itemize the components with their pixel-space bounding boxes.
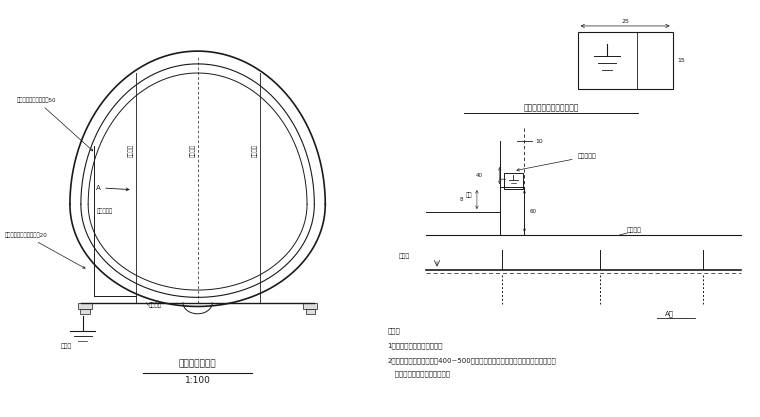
Text: 接地极: 接地极 bbox=[399, 254, 410, 259]
Text: 25: 25 bbox=[621, 19, 629, 24]
Text: 引下线与接地极标志放大图: 引下线与接地极标志放大图 bbox=[523, 103, 579, 112]
Text: 15: 15 bbox=[677, 58, 685, 63]
Text: 隧道接地极均设于线路一侧。: 隧道接地极均设于线路一侧。 bbox=[388, 371, 450, 377]
Text: 40: 40 bbox=[475, 173, 483, 178]
Text: 线路中线: 线路中线 bbox=[128, 144, 134, 157]
Bar bbox=[303, 303, 317, 309]
Text: 附注：: 附注： bbox=[388, 328, 401, 334]
Text: 接地引下线露出隧道管50: 接地引下线露出隧道管50 bbox=[17, 98, 93, 151]
Bar bbox=[306, 309, 315, 314]
Text: 60: 60 bbox=[530, 208, 537, 214]
Text: 隧道接地示意图: 隧道接地示意图 bbox=[179, 360, 217, 369]
Text: 内轨顶面: 内轨顶面 bbox=[627, 228, 642, 233]
Bar bbox=[78, 303, 92, 309]
Text: 2、接地极宜每间隔不大于400~500米设一处，双线隧道为上下行共用，单、双线: 2、接地极宜每间隔不大于400~500米设一处，双线隧道为上下行共用，单、双线 bbox=[388, 357, 556, 364]
Text: 接地极标志: 接地极标志 bbox=[517, 154, 597, 171]
Text: 1:100: 1:100 bbox=[185, 376, 211, 385]
Text: 接地极: 接地极 bbox=[61, 344, 72, 349]
Text: A剖: A剖 bbox=[665, 311, 674, 317]
Text: 接地引下线: 接地引下线 bbox=[97, 209, 112, 214]
Bar bbox=[503, 173, 523, 189]
Text: 内轨顶面: 内轨顶面 bbox=[148, 303, 161, 308]
Text: 线路中线: 线路中线 bbox=[252, 144, 258, 157]
Text: 8: 8 bbox=[460, 197, 464, 202]
Bar bbox=[80, 309, 90, 314]
Text: 1、本图尺寸均以厘米米计。: 1、本图尺寸均以厘米米计。 bbox=[388, 342, 443, 349]
Bar bbox=[578, 32, 673, 89]
Text: 隧道中线: 隧道中线 bbox=[190, 144, 195, 157]
Text: 侧面引下线露出墙体遮壁20: 侧面引下线露出墙体遮壁20 bbox=[5, 233, 85, 268]
Text: A: A bbox=[96, 185, 129, 191]
Text: 10: 10 bbox=[536, 138, 543, 143]
Text: 焊接: 焊接 bbox=[465, 192, 472, 198]
